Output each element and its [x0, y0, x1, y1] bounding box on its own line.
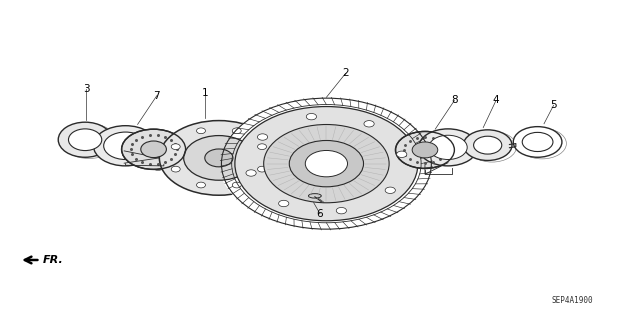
- Ellipse shape: [257, 166, 266, 172]
- Text: 8: 8: [451, 95, 458, 106]
- Ellipse shape: [308, 194, 321, 198]
- Ellipse shape: [172, 166, 180, 172]
- Ellipse shape: [104, 132, 147, 160]
- Ellipse shape: [205, 149, 233, 167]
- Ellipse shape: [419, 129, 477, 166]
- Ellipse shape: [219, 100, 434, 228]
- Ellipse shape: [172, 144, 180, 150]
- Ellipse shape: [150, 145, 166, 155]
- Text: 1: 1: [202, 87, 208, 98]
- Ellipse shape: [474, 136, 502, 154]
- Text: 4: 4: [493, 95, 499, 106]
- Ellipse shape: [172, 168, 187, 178]
- Ellipse shape: [289, 140, 364, 187]
- Text: 2: 2: [342, 68, 349, 78]
- Ellipse shape: [122, 129, 186, 169]
- Ellipse shape: [336, 207, 346, 214]
- Ellipse shape: [257, 144, 266, 150]
- Ellipse shape: [305, 151, 348, 177]
- Ellipse shape: [172, 138, 187, 147]
- Ellipse shape: [429, 135, 467, 160]
- Text: 7: 7: [154, 91, 160, 101]
- Ellipse shape: [150, 161, 166, 170]
- Ellipse shape: [278, 200, 289, 207]
- Text: SEP4A1900: SEP4A1900: [552, 296, 594, 305]
- Ellipse shape: [463, 130, 512, 160]
- Text: 3: 3: [83, 84, 90, 94]
- Ellipse shape: [193, 145, 208, 155]
- Ellipse shape: [196, 128, 205, 134]
- Text: 6: 6: [317, 209, 323, 219]
- Ellipse shape: [513, 127, 562, 157]
- Ellipse shape: [522, 132, 553, 152]
- Ellipse shape: [307, 114, 317, 120]
- Ellipse shape: [264, 124, 389, 203]
- Ellipse shape: [232, 128, 241, 134]
- Ellipse shape: [68, 129, 102, 151]
- Ellipse shape: [193, 161, 208, 170]
- Ellipse shape: [184, 136, 254, 180]
- Ellipse shape: [246, 170, 256, 176]
- Ellipse shape: [385, 187, 396, 193]
- Ellipse shape: [196, 182, 205, 188]
- Ellipse shape: [257, 134, 268, 140]
- Text: FR.: FR.: [43, 255, 63, 265]
- Ellipse shape: [396, 131, 454, 168]
- Ellipse shape: [232, 182, 241, 188]
- Ellipse shape: [159, 121, 278, 195]
- Text: 5: 5: [550, 100, 557, 110]
- Ellipse shape: [397, 151, 407, 158]
- Ellipse shape: [235, 107, 418, 221]
- Ellipse shape: [412, 142, 438, 158]
- Ellipse shape: [364, 121, 374, 127]
- Ellipse shape: [141, 141, 166, 158]
- Ellipse shape: [58, 122, 112, 157]
- Ellipse shape: [93, 126, 157, 166]
